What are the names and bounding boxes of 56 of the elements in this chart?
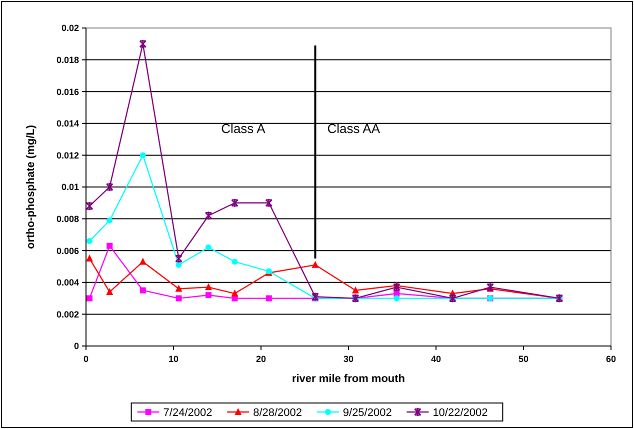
point [206,292,212,298]
y-tick-label: 0.004 [56,278,79,288]
point [312,260,319,268]
point [140,287,146,294]
y-tick-label: 0.006 [56,246,79,256]
point [86,238,92,244]
x-tick-label: 30 [343,354,354,364]
y-axis-title: ortho-phosphate (mg/L) [25,124,37,250]
legend-label: 10/22/2002 [432,406,488,419]
y-tick-label: 0.016 [56,86,79,97]
y-tick-label: 0.02 [61,23,79,34]
y-tick-label: 0.01 [61,182,79,192]
point [352,286,359,294]
point [175,254,182,264]
point [266,295,272,302]
y-tick-label: 0.002 [56,309,79,320]
annotation: Class A [221,120,266,136]
point [175,284,182,292]
x-tick-label: 50 [518,354,529,364]
point [204,210,212,220]
annotation: Class AA [327,120,380,136]
legend-label: 8/28/2002 [253,406,302,419]
point [86,201,94,211]
y-tick-label: 0.008 [56,214,79,224]
y-tick-label: 0.014 [56,118,79,129]
y-tick-label: 0.018 [56,54,79,65]
point [205,283,212,290]
point [139,39,147,49]
point [231,198,238,208]
point [231,290,238,297]
point [265,198,273,208]
point [176,262,182,268]
point [106,217,113,224]
point [86,254,93,262]
y-tick-label: 0 [74,341,79,352]
x-tick-label: 40 [430,354,442,364]
x-tick-label: 10 [168,354,179,364]
point [392,282,400,292]
point [139,258,146,265]
x-tick-label: 60 [606,354,616,364]
x-tick-label: 20 [256,354,266,364]
legend-label: 7/24/2002 [163,406,212,419]
point [312,292,319,302]
point [86,295,92,302]
point [206,244,212,250]
x-axis-title: river mile from mouth [292,373,406,385]
point [106,288,114,295]
point [176,295,182,302]
y-tick-label: 0.012 [56,150,79,160]
point [394,295,400,302]
point [106,182,114,192]
point [106,242,113,249]
legend-label: 9/25/2002 [342,406,392,419]
point [140,152,146,158]
point [232,258,238,265]
x-tick-label: 0 [83,354,89,364]
